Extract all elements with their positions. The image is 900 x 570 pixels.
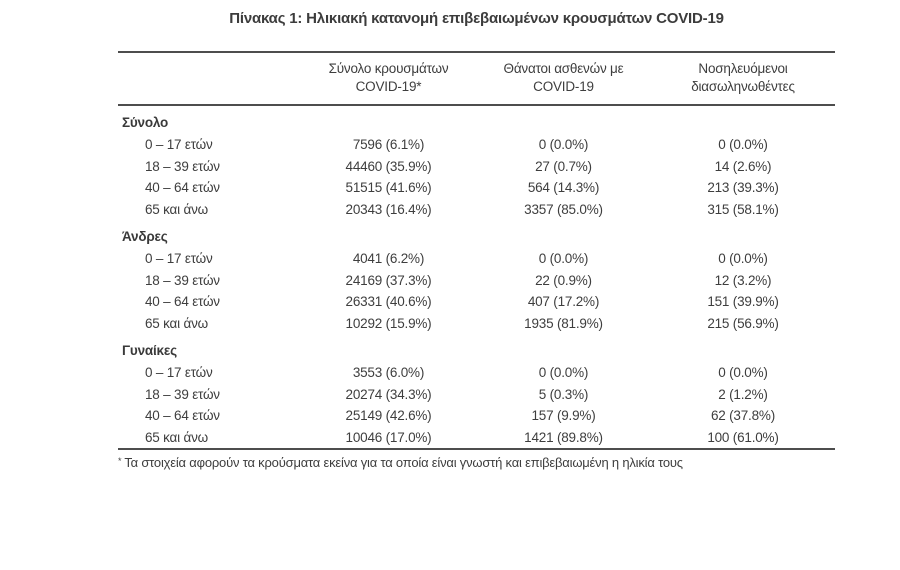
cell-deaths: 157 (9.9%) <box>531 408 596 423</box>
cell-intubated: 12 (3.2%) <box>714 272 772 288</box>
age-label: 65 και άνω <box>145 201 209 217</box>
header-intubated-line1: Νοσηλευόμενοι <box>698 61 788 76</box>
cell-cases: 3553 (6.0%) <box>352 365 425 380</box>
header-intubated: Νοσηλευόμενοι διασωληνωθέντες <box>651 60 835 96</box>
table-top-rule <box>118 51 835 53</box>
cell-cases: 44460 (35.9%) <box>345 158 432 174</box>
cell-deaths: 0 (0.0%) <box>538 365 589 380</box>
cell-cases: 25149 (42.6%) <box>345 408 432 423</box>
header-deaths: Θάνατοι ασθενών με COVID-19 <box>476 60 651 96</box>
age-label: 0 – 17 ετών <box>145 365 213 380</box>
cell-intubated: 215 (56.9%) <box>707 315 779 331</box>
cell-deaths: 27 (0.7%) <box>535 158 592 174</box>
age-label: 40 – 64 ετών <box>145 408 220 423</box>
footnote: * Τα στοιχεία αφορούν τα κρούσματα εκείνα… <box>118 454 835 471</box>
table-row: 0 – 17 ετών 3553 (6.0%) 0 (0.0%) 0 (0.0%… <box>118 362 835 384</box>
table-row: 18 – 39 ετών 44460 (35.9%) 27 (0.7%) 14 … <box>118 156 835 178</box>
table-row: 18 – 39 ετών 20274 (34.3%) 5 (0.3%) 2 (1… <box>118 384 835 406</box>
header-total-cases-line1: Σύνολο κρουσμάτων <box>328 61 449 76</box>
cell-cases: 4041 (6.2%) <box>352 251 425 266</box>
table-row: 40 – 64 ετών 51515 (41.6%) 564 (14.3%) 2… <box>118 177 835 199</box>
age-label: 65 και άνω <box>145 315 209 331</box>
header-intubated-line2: διασωληνωθέντες <box>691 79 795 94</box>
cell-intubated: 100 (61.0%) <box>707 429 779 445</box>
header-deaths-line1: Θάνατοι ασθενών με <box>503 61 624 76</box>
cell-intubated: 151 (39.9%) <box>707 294 779 309</box>
age-label: 40 – 64 ετών <box>145 294 220 309</box>
section-label-total: Σύνολο <box>122 115 169 130</box>
covid-age-distribution-table: Σύνολο κρουσμάτων COVID-19* Θάνατοι ασθε… <box>118 51 835 471</box>
cell-deaths: 0 (0.0%) <box>538 137 589 152</box>
age-label: 18 – 39 ετών <box>145 386 220 402</box>
cell-deaths: 407 (17.2%) <box>527 294 600 309</box>
header-total-cases: Σύνολο κρουσμάτων COVID-19* <box>301 60 476 96</box>
footnote-text: Τα στοιχεία αφορούν τα κρούσματα εκείνα … <box>124 455 683 470</box>
cell-deaths: 1935 (81.9%) <box>524 315 603 331</box>
cell-deaths: 564 (14.3%) <box>527 180 600 195</box>
table-row: 65 και άνω 20343 (16.4%) 3357 (85.0%) 31… <box>118 199 835 221</box>
table-row: 40 – 64 ετών 26331 (40.6%) 407 (17.2%) 1… <box>118 291 835 313</box>
table-row: 0 – 17 ετών 7596 (6.1%) 0 (0.0%) 0 (0.0%… <box>118 134 835 156</box>
age-label: 65 και άνω <box>145 429 209 445</box>
cell-intubated: 0 (0.0%) <box>718 251 768 266</box>
age-label: 18 – 39 ετών <box>145 272 220 288</box>
section-label-men: Άνδρες <box>122 229 168 244</box>
cell-intubated: 315 (58.1%) <box>707 201 779 217</box>
cell-intubated: 14 (2.6%) <box>714 158 772 174</box>
cell-intubated: 213 (39.3%) <box>707 180 779 195</box>
cell-cases: 24169 (37.3%) <box>345 272 432 288</box>
header-total-cases-line2: COVID-19* <box>355 79 422 94</box>
table-row: 65 και άνω 10292 (15.9%) 1935 (81.9%) 21… <box>118 313 835 335</box>
cell-cases: 10046 (17.0%) <box>345 429 432 445</box>
section-label-women: Γυναίκες <box>122 343 177 358</box>
cell-intubated: 0 (0.0%) <box>718 365 768 380</box>
table-header-rule <box>118 104 835 106</box>
header-deaths-line2: COVID-19 <box>533 79 594 94</box>
cell-cases: 20343 (16.4%) <box>345 201 432 217</box>
cell-deaths: 5 (0.3%) <box>538 386 589 402</box>
cell-deaths: 3357 (85.0%) <box>524 201 603 217</box>
cell-deaths: 1421 (89.8%) <box>524 429 603 445</box>
cell-intubated: 0 (0.0%) <box>718 137 768 152</box>
table-row: 0 – 17 ετών 4041 (6.2%) 0 (0.0%) 0 (0.0%… <box>118 248 835 270</box>
page-title: Πίνακας 1: Ηλικιακή κατανομή επιβεβαιωμέ… <box>229 10 724 27</box>
cell-intubated: 2 (1.2%) <box>718 386 768 402</box>
age-label: 0 – 17 ετών <box>145 251 213 266</box>
cell-cases: 26331 (40.6%) <box>345 294 432 309</box>
table-row: 18 – 39 ετών 24169 (37.3%) 22 (0.9%) 12 … <box>118 270 835 292</box>
table-footer: * Τα στοιχεία αφορούν τα κρούσματα εκείνα… <box>118 448 835 471</box>
table-row: 65 και άνω 10046 (17.0%) 1421 (89.8%) 10… <box>118 427 835 449</box>
footnote-marker: * <box>118 456 122 466</box>
cell-cases: 51515 (41.6%) <box>345 180 432 195</box>
cell-intubated: 62 (37.8%) <box>710 408 776 423</box>
cell-deaths: 22 (0.9%) <box>535 272 592 288</box>
cell-cases: 20274 (34.3%) <box>345 386 432 402</box>
cell-cases: 7596 (6.1%) <box>352 137 425 152</box>
age-label: 0 – 17 ετών <box>145 137 213 152</box>
age-label: 18 – 39 ετών <box>145 158 220 174</box>
age-label: 40 – 64 ετών <box>145 180 220 195</box>
cell-cases: 10292 (15.9%) <box>345 315 432 331</box>
table-row: 40 – 64 ετών 25149 (42.6%) 157 (9.9%) 62… <box>118 405 835 427</box>
cell-deaths: 0 (0.0%) <box>538 251 589 266</box>
table-header-row: Σύνολο κρουσμάτων COVID-19* Θάνατοι ασθε… <box>118 53 835 104</box>
